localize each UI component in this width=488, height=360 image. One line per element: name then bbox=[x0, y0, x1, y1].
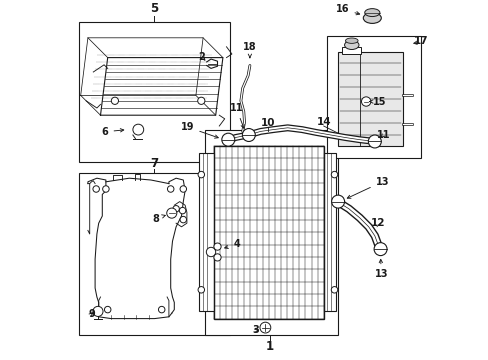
Circle shape bbox=[260, 322, 270, 333]
Text: 11: 11 bbox=[376, 130, 390, 140]
Circle shape bbox=[133, 124, 143, 135]
Circle shape bbox=[213, 254, 221, 261]
Circle shape bbox=[167, 186, 174, 192]
Text: 14: 14 bbox=[316, 117, 330, 127]
Bar bbox=[199, 153, 213, 311]
Ellipse shape bbox=[364, 9, 379, 17]
Text: 16: 16 bbox=[335, 4, 359, 15]
Circle shape bbox=[198, 287, 204, 293]
Bar bbox=[337, 52, 402, 146]
Circle shape bbox=[172, 206, 179, 212]
Text: 12: 12 bbox=[370, 218, 384, 228]
Text: 6: 6 bbox=[102, 127, 123, 137]
Circle shape bbox=[197, 97, 204, 104]
Text: 13: 13 bbox=[346, 177, 388, 198]
Circle shape bbox=[330, 287, 337, 293]
Text: 9: 9 bbox=[88, 309, 95, 319]
Circle shape bbox=[213, 243, 221, 250]
Circle shape bbox=[180, 216, 186, 223]
Circle shape bbox=[242, 129, 255, 141]
Bar bbox=[326, 36, 420, 158]
Circle shape bbox=[104, 306, 111, 313]
Circle shape bbox=[93, 306, 103, 316]
Circle shape bbox=[179, 207, 185, 214]
Circle shape bbox=[330, 171, 337, 178]
Circle shape bbox=[367, 135, 381, 148]
Text: 1: 1 bbox=[265, 340, 273, 353]
Text: 4: 4 bbox=[224, 239, 240, 249]
Circle shape bbox=[222, 133, 234, 146]
Bar bbox=[79, 173, 230, 335]
Text: 19: 19 bbox=[181, 122, 218, 138]
Text: 8: 8 bbox=[152, 213, 165, 224]
Ellipse shape bbox=[344, 40, 358, 49]
Circle shape bbox=[166, 208, 177, 218]
Bar bbox=[213, 146, 323, 319]
Text: 18: 18 bbox=[243, 42, 256, 58]
Bar bbox=[323, 153, 336, 311]
Bar bbox=[204, 130, 337, 335]
Text: 11: 11 bbox=[229, 103, 244, 128]
Circle shape bbox=[93, 186, 99, 192]
Text: 10: 10 bbox=[260, 118, 275, 128]
Bar bbox=[79, 22, 230, 162]
Text: 5: 5 bbox=[150, 3, 158, 15]
Text: 15: 15 bbox=[369, 96, 386, 107]
Text: 17: 17 bbox=[413, 36, 427, 46]
Circle shape bbox=[111, 97, 118, 104]
Circle shape bbox=[331, 195, 344, 208]
Circle shape bbox=[102, 186, 109, 192]
Circle shape bbox=[361, 97, 370, 106]
Bar bbox=[341, 47, 361, 54]
Text: 2: 2 bbox=[198, 52, 205, 62]
Circle shape bbox=[198, 171, 204, 178]
Circle shape bbox=[206, 247, 215, 257]
Ellipse shape bbox=[345, 38, 357, 43]
Circle shape bbox=[373, 243, 386, 256]
Text: 13: 13 bbox=[374, 260, 387, 279]
Ellipse shape bbox=[363, 13, 381, 23]
Text: 3: 3 bbox=[252, 325, 259, 336]
Text: 7: 7 bbox=[150, 157, 158, 170]
Circle shape bbox=[158, 306, 164, 313]
Circle shape bbox=[180, 186, 186, 192]
